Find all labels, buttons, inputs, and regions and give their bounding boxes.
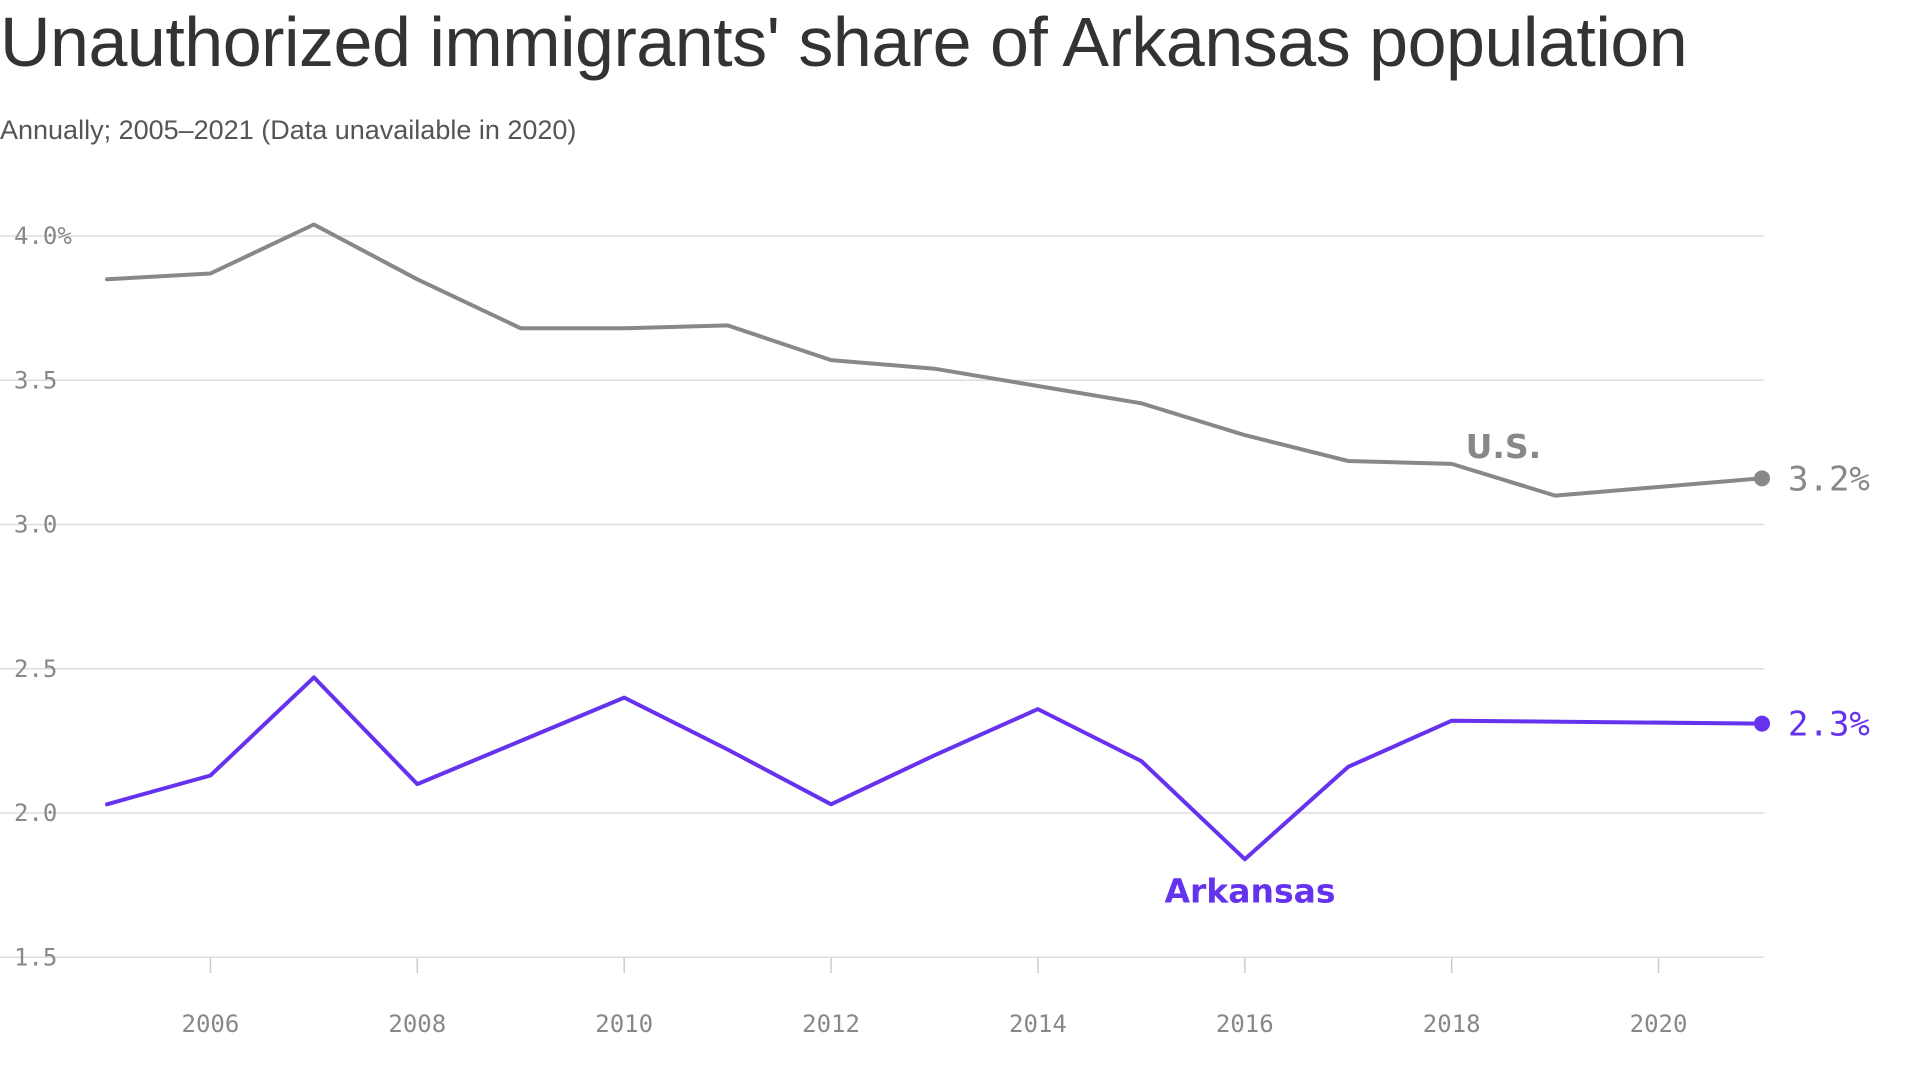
x-tick-label: 2018 — [1423, 1010, 1481, 1038]
x-tick-label: 2006 — [182, 1010, 240, 1038]
series-label-arkansas: Arkansas — [1164, 871, 1335, 910]
x-axis: 2006 2008 2010 2012 2014 2016 2018 2020 — [182, 958, 1688, 1038]
x-tick-label: 2010 — [595, 1010, 653, 1038]
y-tick-label: 3.5 — [14, 366, 57, 394]
x-tick-label: 2008 — [388, 1010, 446, 1038]
series-label-u-s: U.S. — [1466, 427, 1542, 466]
y-tick-label: 3.0 — [14, 511, 57, 539]
y-tick-label: 2.0 — [14, 799, 57, 827]
gridlines — [0, 235, 1764, 958]
end-point-arkansas — [1754, 715, 1770, 732]
y-axis-tick-labels: 1.5 2.0 2.5 3.0 3.5 4.0% — [14, 222, 72, 971]
end-value-label-arkansas: 2.3% — [1788, 705, 1870, 745]
chart-subtitle: Annually; 2005–2021 (Data unavailable in… — [0, 115, 577, 145]
series-lines — [105, 222, 1770, 862]
chart-title: Unauthorized immigrants' share of Arkans… — [0, 3, 1688, 81]
x-tick-label: 2020 — [1630, 1010, 1688, 1038]
x-tick-label: 2016 — [1216, 1010, 1274, 1038]
y-tick-label: 4.0% — [14, 222, 72, 250]
series-line-u-s — [105, 222, 1764, 498]
end-point-u-s — [1754, 470, 1770, 487]
series-labels: 3.2% U.S. 2.3% Arkansas — [1164, 427, 1869, 910]
end-value-label-u-s: 3.2% — [1788, 459, 1870, 499]
series-line-arkansas — [105, 675, 1764, 862]
y-tick-label: 2.5 — [14, 655, 57, 683]
x-tick-label: 2012 — [802, 1010, 860, 1038]
x-tick-label: 2014 — [1009, 1010, 1067, 1038]
y-tick-label: 1.5 — [14, 943, 57, 971]
